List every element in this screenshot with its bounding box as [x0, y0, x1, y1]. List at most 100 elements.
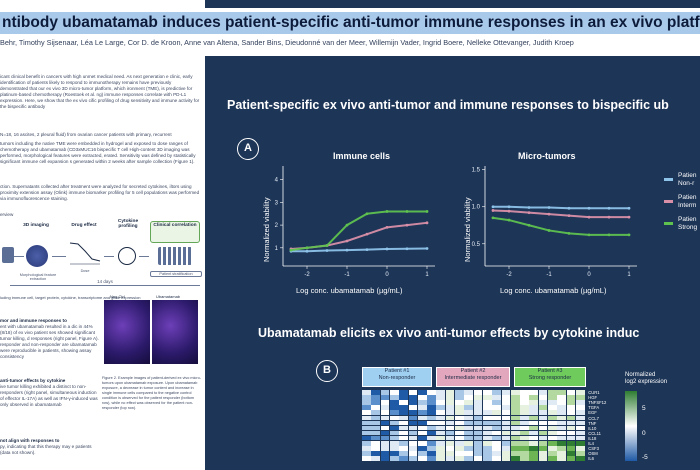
heatmap-cell [427, 446, 436, 451]
heatmap-cell [389, 420, 399, 426]
heatmap-cell [548, 430, 557, 436]
heatmap-cell [538, 435, 548, 441]
heatmap-cell [380, 415, 390, 421]
cytokine-paragraph: ction. Supernatants collected after trea… [0, 184, 200, 201]
heatmap-cell [399, 400, 408, 405]
heatmap-cell [529, 451, 539, 456]
heatmap-cell [566, 435, 576, 441]
results1-paragraph: ent with ubamatamab resulted in a dic in… [0, 324, 99, 359]
heatmap-cell [455, 451, 464, 456]
gene-label: IL10 [588, 425, 597, 431]
heatmap-cell [575, 451, 585, 456]
heatmap-cell [501, 420, 511, 426]
tumor-data-point [491, 209, 495, 212]
heatmap-cell [510, 441, 520, 446]
tumor-data-point [587, 206, 591, 210]
heatmap-cell [380, 395, 390, 400]
gene-label: TNFSF12 [588, 400, 607, 406]
heatmap-cell [473, 395, 483, 400]
heatmap-cell [408, 441, 418, 446]
heatmap-cell [520, 430, 529, 436]
heatmap-cell [482, 400, 492, 405]
heatmap-cell [557, 400, 567, 405]
heatmap-cell [482, 430, 492, 436]
heatmap-cell [371, 415, 381, 421]
heatmap-cell [557, 451, 567, 456]
heatmap-cell [557, 390, 567, 395]
heatmap-cell [427, 390, 436, 395]
heatmap-cell [566, 456, 576, 461]
heatmap-cell [575, 395, 585, 400]
overview-label: erview [0, 212, 14, 217]
tumor-xtick-label: 0 [587, 272, 591, 278]
heatmap-cell [520, 446, 529, 451]
heatmap-cell [510, 446, 520, 451]
heatmap-cell [399, 415, 408, 421]
heatmap-cell [482, 441, 492, 446]
immune-xtick-label: 1 [425, 272, 429, 278]
immune-data-point [325, 249, 329, 252]
figure2-caption: Figure 2. Example images of patient-deri… [102, 376, 201, 410]
tumor-data-point [491, 205, 495, 209]
immune-data-point [385, 247, 389, 251]
heatmap-cell [529, 400, 539, 405]
heatmap-cell [548, 441, 557, 446]
heatmap-cell [566, 425, 576, 431]
heatmap-cell [436, 390, 446, 395]
heatmap-cell [380, 435, 390, 441]
immune-data-point [385, 225, 389, 229]
heatmap-cell [538, 441, 548, 446]
tumor-xlabel: Log conc. ubamatamab (µg/mL) [500, 286, 607, 295]
immune-data-point [405, 223, 409, 227]
heatmap-cell [371, 430, 381, 436]
tumor-data-point [527, 206, 531, 209]
heatmap-cell [436, 430, 446, 436]
heatmap-cell [520, 456, 529, 461]
heatmap-cell [380, 446, 390, 451]
heatmap-cell [436, 456, 446, 461]
heatmap-cell [408, 395, 418, 400]
heatmap-cell [492, 415, 501, 421]
immune-data-point [365, 248, 369, 252]
heatmap-cell [548, 425, 557, 431]
microscope-image-icon [26, 245, 48, 267]
heatmap-cell [389, 390, 399, 395]
heatmap-cell [417, 456, 427, 461]
heatmap-cell [436, 446, 446, 451]
heatmap-cell [557, 420, 567, 426]
heatmap-cell [464, 390, 474, 395]
heatmap-cell [445, 410, 455, 415]
micro-tumor-images: Neg Ctrl Ubamatamab [102, 294, 202, 370]
heatmap-cell [362, 435, 371, 441]
heatmap-cell [520, 400, 529, 405]
gene-label: CUR1 [588, 390, 600, 395]
heatmap-cell [575, 430, 585, 436]
neg-ctrl-image [104, 300, 150, 364]
heatmap-cell [548, 456, 557, 461]
immune-series-line-2 [290, 210, 427, 252]
heatmap-cell [436, 400, 446, 405]
heatmap-cell [455, 441, 464, 446]
heatmap-cell [427, 395, 436, 400]
heatmap-cell [566, 420, 576, 426]
heatmap-cell [482, 390, 492, 395]
clinical-correlation-box [150, 221, 200, 243]
heatmap-cell [520, 425, 529, 431]
poster-title: ntibody ubamatamab induces patient-speci… [2, 14, 700, 31]
heatmap-cell [362, 410, 371, 415]
heatmap-cell [538, 425, 548, 431]
heatmap-cell [548, 420, 557, 426]
heatmap-cell [482, 415, 492, 421]
tumor-data-point [607, 233, 611, 237]
heatmap-cell [427, 410, 436, 415]
heatmap-cell [464, 400, 474, 405]
heatmap-cell [473, 441, 483, 446]
panel-b-label: B [316, 360, 338, 382]
heatmap-cell [399, 420, 408, 426]
immune-data-point [365, 232, 369, 236]
heatmap-cell [557, 435, 567, 441]
heatmap-cell [529, 390, 539, 395]
heatmap-cell [557, 441, 567, 446]
panel-a-label: A [237, 138, 259, 160]
tumor-data-point [547, 206, 551, 209]
